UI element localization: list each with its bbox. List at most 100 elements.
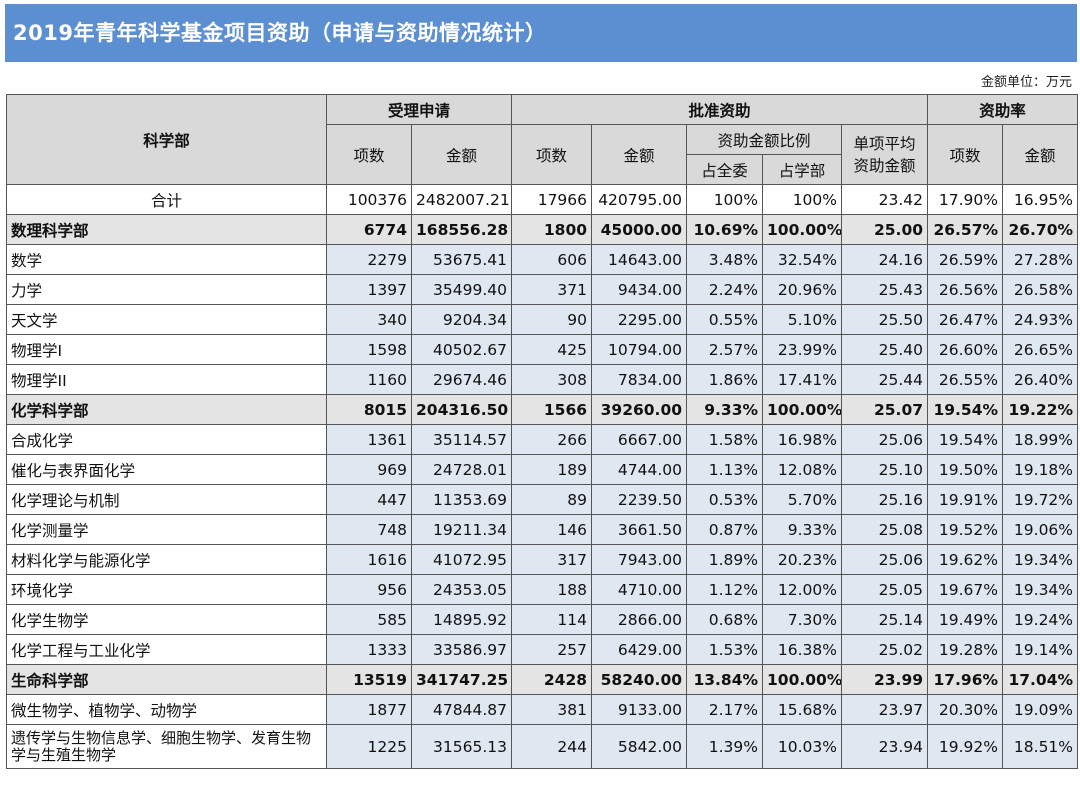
cell-apply-count: 13519 xyxy=(326,664,412,695)
cell-rate-count: 19.67% xyxy=(927,574,1004,605)
cell-rate-count: 19.91% xyxy=(927,484,1004,515)
header-apply: 受理申请 xyxy=(325,94,513,125)
cell-ratio-all: 1.13% xyxy=(686,454,764,485)
cell-avg: 25.44 xyxy=(841,364,929,395)
cell-rate-amount: 26.65% xyxy=(1002,334,1079,365)
cell-ratio-all: 0.55% xyxy=(686,304,764,335)
cell-ratio-dept: 100.00% xyxy=(762,214,843,245)
table-row: 天文学 340 9204.34 90 2295.00 0.55% 5.10% 25.50 26.… xyxy=(6,304,1079,335)
cell-appr-count: 189 xyxy=(511,454,593,485)
cell-apply-count: 8015 xyxy=(326,394,412,425)
table-row: 力学 1397 35499.40 371 9434.00 2.24% 20.96% 25.43… xyxy=(6,274,1079,305)
cell-avg: 23.42 xyxy=(841,184,929,215)
cell-avg: 23.99 xyxy=(841,664,929,695)
cell-appr-amount: 7943.00 xyxy=(591,544,688,575)
table-row: 合成化学 1361 35114.57 266 6667.00 1.58% 16.98% 25.… xyxy=(6,424,1079,455)
row-label: 合计 xyxy=(6,184,327,215)
row-label: 天文学 xyxy=(6,304,327,335)
cell-rate-amount: 16.95% xyxy=(1002,184,1079,215)
table-row: 化学生物学 585 14895.92 114 2866.00 0.68% 7.30% 25.1… xyxy=(6,604,1079,635)
cell-rate-count: 19.54% xyxy=(927,394,1004,425)
table-row: 化学工程与工业化学 1333 33586.97 257 6429.00 1.53% 16.3… xyxy=(6,634,1079,665)
cell-rate-count: 20.30% xyxy=(927,694,1004,725)
cell-ratio-all: 13.84% xyxy=(686,664,764,695)
cell-avg: 25.06 xyxy=(841,424,929,455)
row-label: 化学科学部 xyxy=(6,394,327,425)
cell-apply-amount: 9204.34 xyxy=(410,304,513,335)
row-label: 遗传学与生物信息学、细胞生物学、发育生物学与生殖生物学 xyxy=(6,724,327,769)
header-avg-line1: 单项平均 xyxy=(853,134,916,153)
row-label: 材料化学与能源化学 xyxy=(6,544,327,575)
cell-ratio-all: 0.68% xyxy=(686,604,764,635)
cell-appr-count: 606 xyxy=(511,244,593,275)
cell-avg: 25.40 xyxy=(841,334,929,365)
cell-ratio-dept: 9.33% xyxy=(762,514,843,545)
row-label: 微生物学、植物学、动物学 xyxy=(6,694,327,725)
cell-rate-amount: 26.70% xyxy=(1002,214,1079,245)
cell-rate-amount: 17.04% xyxy=(1002,664,1079,695)
cell-rate-amount: 24.93% xyxy=(1002,304,1079,335)
cell-appr-count: 317 xyxy=(511,544,593,575)
table-row: 催化与表界面化学 969 24728.01 189 4744.00 1.13% 12.08%… xyxy=(6,454,1079,485)
dept-row: 数理科学部 6774 168556.28 1800 45000.00 10.69% 100.… xyxy=(6,214,1079,245)
cell-rate-amount: 26.40% xyxy=(1002,364,1079,395)
cell-ratio-all: 1.58% xyxy=(686,424,764,455)
table-header: 科学部 受理申请 批准资助 资助率 项数 金额 项数 金额 资助金额比例 单项平… xyxy=(6,94,1079,185)
cell-apply-amount: 40502.67 xyxy=(410,334,513,365)
table-row: 物理学II 1160 29674.46 308 7834.00 1.86% 17.41% 25… xyxy=(6,364,1079,395)
cell-appr-amount: 39260.00 xyxy=(591,394,688,425)
cell-ratio-dept: 7.30% xyxy=(762,604,843,635)
cell-apply-count: 447 xyxy=(326,484,412,515)
cell-appr-count: 371 xyxy=(511,274,593,305)
row-label: 化学理论与机制 xyxy=(6,484,327,515)
cell-rate-amount: 19.34% xyxy=(1002,544,1079,575)
cell-avg: 25.00 xyxy=(841,214,929,245)
cell-apply-amount: 29674.46 xyxy=(410,364,513,395)
cell-appr-amount: 4710.00 xyxy=(591,574,688,605)
cell-avg: 25.06 xyxy=(841,544,929,575)
cell-rate-amount: 19.24% xyxy=(1002,604,1079,635)
table-body: 合计 100376 2482007.21 17966 420795.00 100% 100%… xyxy=(6,184,1079,769)
cell-appr-count: 114 xyxy=(511,604,593,635)
header-dept: 科学部 xyxy=(6,94,327,185)
cell-ratio-dept: 100% xyxy=(762,184,843,215)
table-row: 物理学I 1598 40502.67 425 10794.00 2.57% 23.99% 25… xyxy=(6,334,1079,365)
cell-avg: 25.05 xyxy=(841,574,929,605)
header-ratio: 资助金额比例 xyxy=(686,124,843,155)
cell-apply-amount: 24353.05 xyxy=(410,574,513,605)
cell-rate-amount: 19.34% xyxy=(1002,574,1079,605)
cell-ratio-dept: 23.99% xyxy=(762,334,843,365)
cell-rate-count: 19.52% xyxy=(927,514,1004,545)
cell-appr-count: 1566 xyxy=(511,394,593,425)
cell-apply-count: 1160 xyxy=(326,364,412,395)
cell-appr-count: 90 xyxy=(511,304,593,335)
cell-apply-amount: 41072.95 xyxy=(410,544,513,575)
cell-rate-amount: 19.22% xyxy=(1002,394,1079,425)
header-ratio-dept: 占学部 xyxy=(762,154,843,185)
cell-rate-count: 19.49% xyxy=(927,604,1004,635)
cell-ratio-all: 10.69% xyxy=(686,214,764,245)
cell-rate-count: 19.62% xyxy=(927,544,1004,575)
header-rate: 资助率 xyxy=(927,94,1079,125)
cell-ratio-all: 1.86% xyxy=(686,364,764,395)
cell-apply-amount: 2482007.21 xyxy=(410,184,513,215)
cell-rate-amount: 26.58% xyxy=(1002,274,1079,305)
cell-appr-count: 188 xyxy=(511,574,593,605)
cell-ratio-dept: 16.98% xyxy=(762,424,843,455)
cell-rate-count: 26.55% xyxy=(927,364,1004,395)
cell-rate-count: 26.59% xyxy=(927,244,1004,275)
cell-appr-amount: 9133.00 xyxy=(591,694,688,725)
cell-appr-amount: 2239.50 xyxy=(591,484,688,515)
cell-apply-count: 1225 xyxy=(326,724,412,769)
cell-apply-amount: 35114.57 xyxy=(410,424,513,455)
cell-avg: 24.16 xyxy=(841,244,929,275)
cell-ratio-dept: 16.38% xyxy=(762,634,843,665)
cell-appr-amount: 5842.00 xyxy=(591,724,688,769)
cell-apply-count: 1616 xyxy=(326,544,412,575)
cell-appr-amount: 4744.00 xyxy=(591,454,688,485)
cell-apply-count: 969 xyxy=(326,454,412,485)
header-avg-line2: 资助金额 xyxy=(853,156,916,175)
cell-rate-count: 26.56% xyxy=(927,274,1004,305)
cell-apply-count: 1361 xyxy=(326,424,412,455)
cell-ratio-dept: 32.54% xyxy=(762,244,843,275)
